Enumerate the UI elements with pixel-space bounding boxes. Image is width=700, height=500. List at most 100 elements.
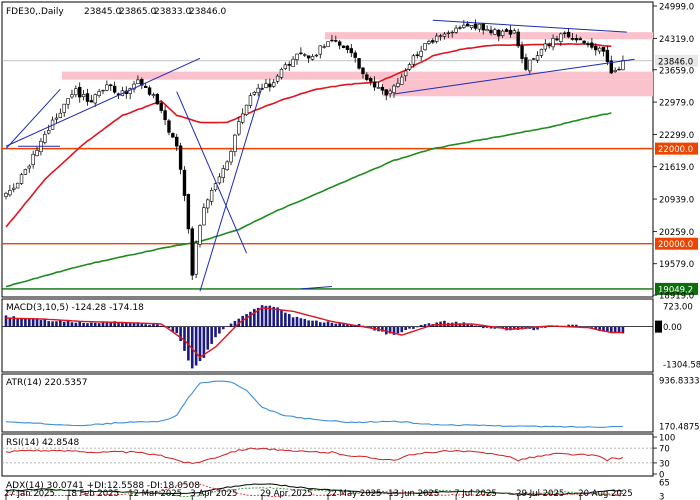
date-tick-label: 12 Mar 2025 [128, 489, 182, 499]
candle-body [597, 47, 602, 52]
price-panel-frame [1, 1, 654, 298]
candle-body [186, 194, 191, 230]
macd-bar [152, 324, 155, 327]
ma-green-line [5, 112, 612, 288]
macd-bar [318, 322, 322, 327]
macd-bar [470, 324, 473, 327]
candle-body [469, 25, 474, 28]
candle-body [58, 112, 63, 119]
candle-body [559, 33, 563, 42]
macd-panel-frame [1, 298, 654, 373]
candle-body [303, 54, 307, 56]
candle-body [23, 169, 28, 175]
candle-body [415, 54, 419, 56]
macd-bar [606, 326, 609, 332]
macd-bar [575, 324, 578, 327]
atr-tick-label: 936.8333 [659, 377, 700, 387]
macd-bar [253, 308, 256, 327]
candle-body [206, 199, 210, 209]
macd-bar [16, 318, 19, 327]
macd-bar [249, 311, 252, 327]
candle-body [217, 176, 222, 184]
macd-bar [183, 326, 186, 351]
candle-body [132, 83, 136, 90]
candle-body [547, 44, 551, 47]
candle-body [229, 151, 233, 163]
macd-bar [303, 319, 307, 327]
candle-body [504, 29, 509, 32]
candle-body [12, 187, 16, 190]
price-tick-label: 24319.0 [659, 35, 694, 45]
resistance-zone [325, 32, 653, 40]
macd-bar [485, 326, 489, 328]
macd-bar [12, 316, 16, 327]
date-tick-label: 13 Jun 2025 [388, 489, 439, 499]
trend-line [432, 19, 627, 33]
date-tick-label: 22 May 2025 [326, 489, 381, 499]
macd-bar [55, 321, 58, 327]
candle-body [194, 242, 198, 275]
rsi-tick-label: 0 [659, 471, 664, 481]
macd-bar [357, 323, 361, 327]
macd-bar [39, 320, 43, 327]
macd-bar [307, 320, 310, 327]
candle-body [70, 94, 74, 98]
candle-body [621, 60, 625, 71]
adx-tick-label: 3 [659, 493, 664, 500]
macd-bar [8, 317, 12, 327]
candle-body [570, 37, 575, 40]
atr-layer [5, 380, 623, 428]
ohlc-low: 23833.0 [154, 7, 191, 17]
price-tick-label: 20000.0 [658, 240, 693, 250]
candle-body [458, 27, 462, 29]
macd-bar [113, 321, 116, 327]
candle-body [140, 79, 144, 86]
price-tag-bg [655, 237, 698, 250]
candle-body [314, 54, 319, 57]
macd-tick-label: 0.00 [663, 323, 682, 333]
macd-bar [322, 322, 326, 327]
candle-body [272, 82, 276, 87]
macd-bar [233, 320, 237, 327]
macd-bar [412, 326, 415, 329]
candle-body [454, 27, 458, 33]
macd-bar [260, 305, 264, 327]
candle-body [594, 45, 598, 51]
macd-bar [268, 305, 272, 327]
price-tick-label: 24999.0 [659, 3, 694, 13]
candle-body [357, 58, 361, 69]
macd-bar [117, 322, 120, 327]
candle-body [291, 58, 295, 67]
atr-line [5, 380, 623, 428]
rsi-title: RSI(14) 42.8548 [6, 438, 79, 448]
candle-body [361, 67, 365, 75]
candle-body [35, 150, 39, 157]
macd-bar [350, 324, 353, 327]
price-tag-bg [655, 282, 698, 295]
macd-bar [392, 326, 396, 335]
candle-body [438, 35, 443, 37]
candle-body [481, 23, 485, 31]
candle-body [31, 153, 35, 166]
macd-bar [175, 326, 179, 334]
macd-bar [532, 326, 535, 331]
macd-bar [481, 326, 485, 329]
price-tick-label: 19049.2 [658, 285, 693, 295]
macd-bar [132, 322, 136, 327]
candle-body [306, 55, 311, 59]
candle-body [85, 93, 90, 102]
candle-body [151, 94, 156, 97]
macd-bar [427, 323, 431, 327]
candle-body [500, 30, 505, 37]
candle-body [101, 89, 105, 92]
macd-bar [342, 322, 345, 327]
candle-body [423, 43, 427, 51]
macd-bar [567, 324, 570, 327]
candle-body [535, 55, 540, 61]
candle-body [555, 38, 559, 41]
price-tick-label: 22000.0 [658, 145, 693, 155]
macd-bar [388, 326, 392, 334]
price-tick-label: 22299.0 [659, 131, 694, 141]
macd-bar [136, 322, 140, 327]
